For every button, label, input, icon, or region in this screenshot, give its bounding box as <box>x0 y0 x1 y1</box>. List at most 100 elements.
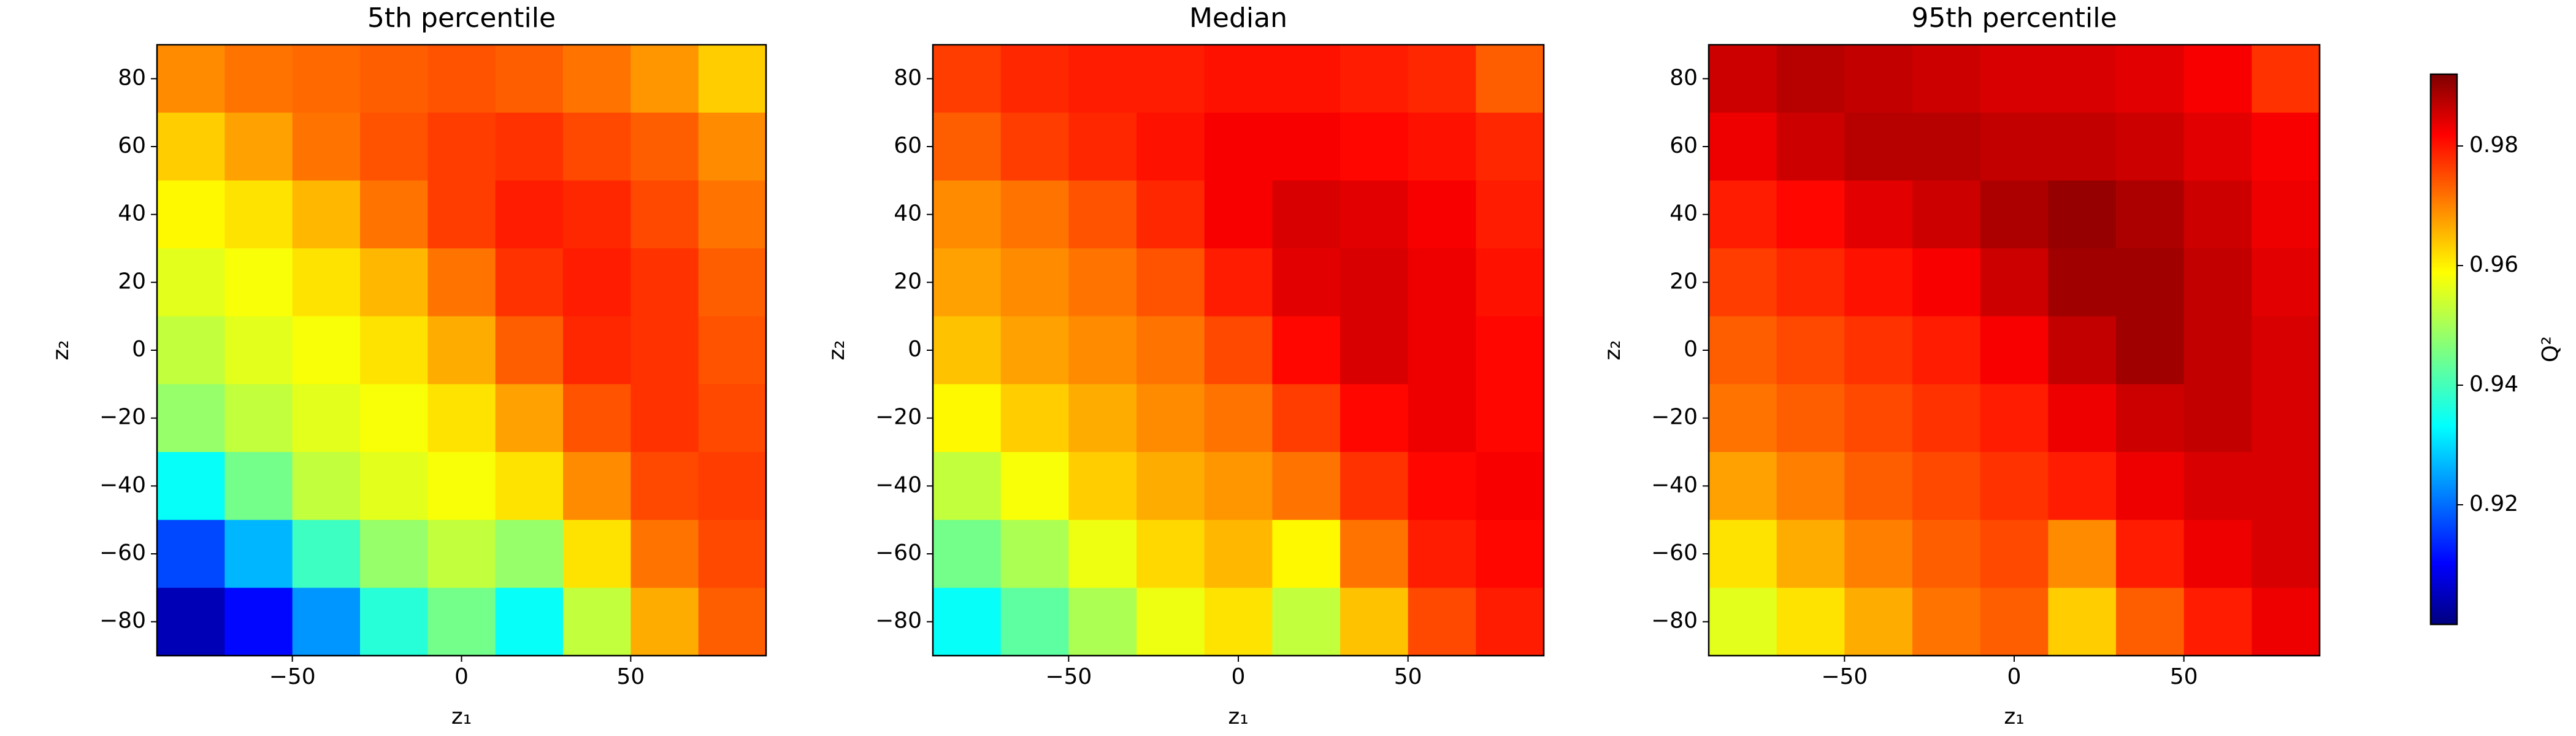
heatmap-cell <box>933 588 1002 656</box>
heatmap-cell <box>1204 180 1273 249</box>
heatmap-cell <box>698 248 767 317</box>
heatmap-cell <box>1000 452 1069 521</box>
heatmap-cell <box>2116 588 2185 656</box>
x-axis-label: z₁ <box>2004 704 2024 729</box>
heatmap-cell <box>1137 316 1205 385</box>
heatmap-cell <box>1980 180 2049 249</box>
heatmap-cell <box>2048 316 2117 385</box>
heatmap-cell <box>157 316 225 385</box>
heatmap-cell <box>495 519 564 588</box>
heatmap-cell <box>1476 248 1544 317</box>
heatmap-cell <box>2183 248 2252 317</box>
heatmap-cell <box>1068 248 1137 317</box>
heatmap-cell <box>563 452 631 521</box>
heatmap-cell <box>1408 248 1476 317</box>
heatmap-cell <box>2048 384 2117 453</box>
y-tick-label: −80 <box>1651 608 1698 634</box>
x-tick-label: 0 <box>2007 664 2022 689</box>
heatmap-cell <box>2183 452 2252 521</box>
heatmap-cell <box>1137 112 1205 181</box>
heatmap-cell <box>292 248 361 317</box>
heatmap-cell <box>2252 316 2320 385</box>
heatmap-cell <box>157 452 225 521</box>
x-tick-label: −50 <box>1045 664 1092 689</box>
heatmap-cell <box>1272 45 1341 113</box>
heatmap-cell <box>631 452 699 521</box>
heatmap-cell <box>1137 452 1205 521</box>
heatmap-cell <box>1408 452 1476 521</box>
x-tick-label: 50 <box>1394 664 1422 689</box>
heatmap-cell <box>2048 452 2117 521</box>
heatmap-cell <box>360 112 428 181</box>
heatmap-cell <box>1408 45 1476 113</box>
heatmap-cell <box>292 519 361 588</box>
heatmap-cell <box>1204 519 1273 588</box>
heatmap-cell <box>2183 384 2252 453</box>
y-tick-label: −80 <box>99 608 146 634</box>
heatmap-cell <box>1204 45 1273 113</box>
heatmap-cell <box>2183 316 2252 385</box>
y-tick-label: 80 <box>118 65 146 90</box>
heatmap-cell <box>1980 112 2049 181</box>
heatmap-cell <box>563 180 631 249</box>
heatmap-cell <box>495 248 564 317</box>
heatmap-cell <box>2252 588 2320 656</box>
heatmap-cell <box>1408 519 1476 588</box>
heatmap-cell <box>224 519 293 588</box>
heatmap-cell <box>933 452 1002 521</box>
heatmap-cell <box>224 180 293 249</box>
heatmap-cell <box>933 316 1002 385</box>
heatmap-cell <box>1844 248 1913 317</box>
heatmap-cell <box>360 45 428 113</box>
heatmap-cell <box>631 112 699 181</box>
heatmap-cell <box>1776 112 1845 181</box>
y-axis-label: z₂ <box>1600 340 1625 360</box>
heatmap-cell <box>157 588 225 656</box>
heatmap-cell <box>495 316 564 385</box>
heatmap-cell <box>292 588 361 656</box>
heatmap-cell <box>1709 452 1777 521</box>
heatmap-cell <box>2116 519 2185 588</box>
heatmap-cell <box>1476 519 1544 588</box>
heatmap-cell <box>1204 112 1273 181</box>
heatmap-cell <box>1068 519 1137 588</box>
heatmap-cell <box>1844 519 1913 588</box>
heatmap-cell <box>495 452 564 521</box>
heatmap-cell <box>2183 588 2252 656</box>
heatmap-cell <box>1408 316 1476 385</box>
heatmap-cell <box>360 248 428 317</box>
heatmap-cell <box>1844 588 1913 656</box>
heatmap-cell <box>631 384 699 453</box>
heatmap-cell <box>1272 384 1341 453</box>
heatmap-cell <box>1204 452 1273 521</box>
heatmap-cell <box>1980 452 2049 521</box>
y-tick-label: −60 <box>875 540 922 565</box>
heatmap-cell <box>1776 384 1845 453</box>
heatmap-cell <box>1068 112 1137 181</box>
chart-title: 95th percentile <box>1911 2 2117 34</box>
heatmap-cell <box>1000 45 1069 113</box>
heatmap-cell <box>1709 316 1777 385</box>
heatmap-cell <box>698 180 767 249</box>
x-tick-label: −50 <box>269 664 316 689</box>
heatmap-cell <box>1408 180 1476 249</box>
heatmap-cell <box>224 45 293 113</box>
heatmap-cell <box>157 180 225 249</box>
heatmap-cell <box>1476 180 1544 249</box>
heatmap-cell <box>224 588 293 656</box>
heatmap-cell <box>427 384 496 453</box>
chart-title: Median <box>1189 2 1287 34</box>
heatmap-cell <box>157 112 225 181</box>
heatmap-cell <box>631 316 699 385</box>
heatmap-cell <box>563 316 631 385</box>
heatmap-cell <box>1709 112 1777 181</box>
heatmap-cell <box>427 248 496 317</box>
heatmap-cell <box>1272 316 1341 385</box>
heatmap-cell <box>1000 588 1069 656</box>
y-tick-label: 0 <box>1684 337 1698 362</box>
heatmap-cell <box>1980 316 2049 385</box>
heatmap-cell <box>1912 384 1981 453</box>
heatmap-cell <box>1476 112 1544 181</box>
y-tick-label: 40 <box>1669 201 1698 226</box>
heatmap-cell <box>2116 112 2185 181</box>
